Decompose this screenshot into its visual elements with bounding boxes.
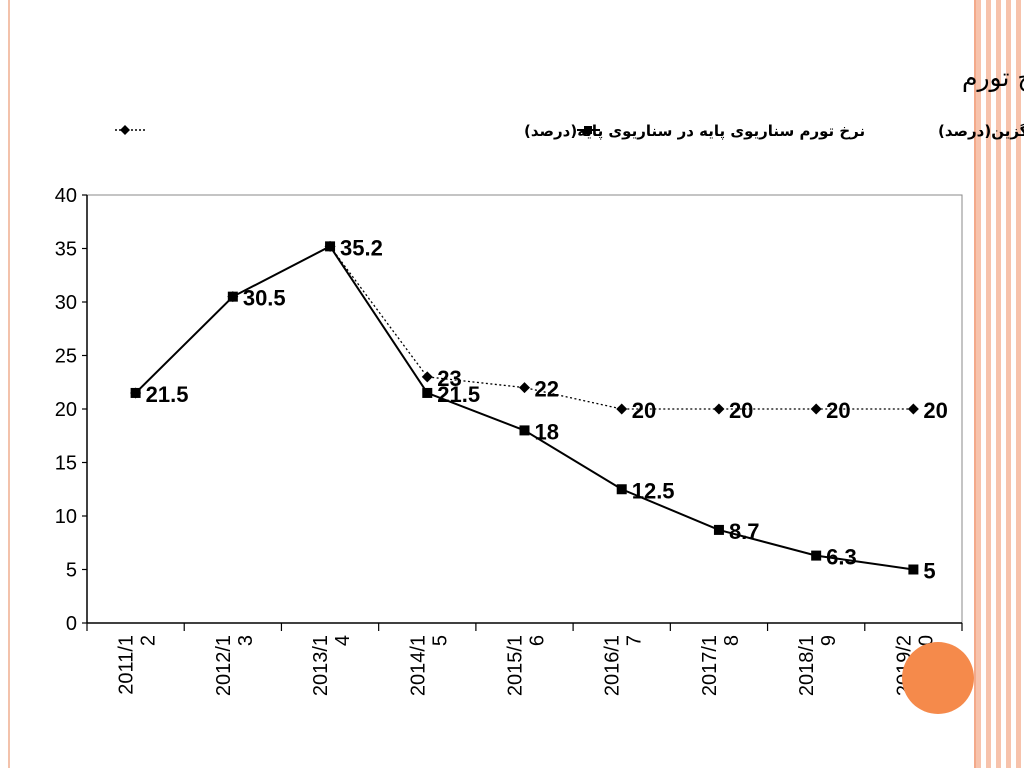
point-diamond: [810, 403, 822, 415]
point-square: [227, 291, 238, 302]
data-label: 23: [437, 366, 461, 391]
data-label: 8.7: [729, 519, 760, 544]
data-label: 21.5: [437, 382, 480, 407]
x-tick-label-line2: 7: [624, 635, 646, 646]
data-label: 20: [632, 398, 656, 423]
y-tick-label: 15: [55, 453, 77, 475]
point-square: [519, 425, 530, 436]
series-group: [130, 240, 919, 575]
point-diamond: [713, 403, 725, 415]
data-label: 12.5: [632, 478, 675, 503]
x-tick-label-line1: 2012/1: [213, 635, 235, 696]
x-tick-label: 2011/1 2: [116, 635, 160, 695]
x-tick-label: 2013/1 4: [310, 635, 354, 696]
data-labels-group: 23 22 20 20 20 20 21.5 30.5 35.2 21.5 18 12.5 8.7 6.3…: [146, 235, 948, 583]
x-tick-label-line2: 8: [721, 635, 743, 646]
left-border-line: [8, 0, 10, 768]
y-tick-label: 10: [55, 506, 77, 528]
y-tick-label: 40: [55, 185, 77, 207]
point-square: [713, 524, 724, 535]
y-tick-label: 25: [55, 346, 77, 368]
point-square: [908, 564, 919, 575]
x-tick-label-line2: 9: [818, 635, 840, 646]
x-axis-ticks: 2011/1 2 2012/1 3 2013/1 4 2014/1 5 2015/1 6 2016/…: [86, 623, 963, 696]
legend-marker-diamond: [120, 125, 130, 135]
x-tick-label: 2015/1 6: [505, 635, 549, 696]
x-tick-label-line1: 2017/1: [699, 635, 721, 696]
x-tick-label: 2018/1 9: [796, 635, 840, 696]
point-diamond: [616, 403, 628, 415]
point-diamond: [421, 371, 433, 383]
x-tick-label-line1: 2013/1: [310, 635, 332, 696]
data-label: 35.2: [340, 235, 383, 260]
legend-label-alternative: نرخ تورم در سناریوی جایگزین(درصد): [938, 122, 1024, 140]
x-tick-label: 2016/1 7: [602, 635, 646, 696]
point-square: [130, 387, 141, 398]
x-tick-label-line1: 2014/1: [407, 635, 429, 696]
y-tick-label: 0: [66, 613, 77, 635]
x-tick-label-line2: 0: [915, 635, 937, 646]
decorative-circle: [902, 642, 974, 714]
x-tick-label-line2: 3: [235, 635, 257, 646]
y-axis-ticks: 0 5 10 15 20 25 30 35 40: [55, 185, 87, 635]
data-label: 22: [535, 377, 559, 402]
y-tick-label: 20: [55, 399, 77, 421]
y-tick-label: 5: [66, 560, 77, 582]
x-tick-label-line1: 2015/1: [505, 635, 527, 696]
point-diamond: [519, 382, 530, 394]
decorative-stripes: [974, 0, 1024, 768]
legend-label-base: نرخ تورم سناریوی پایه در سناریوی پایه(در…: [524, 122, 865, 141]
x-tick-label-line1: 2018/1: [796, 635, 818, 696]
data-label: 6.3: [826, 545, 857, 570]
x-tick-label: 2017/1 8: [699, 635, 743, 696]
point-diamond: [907, 403, 919, 415]
x-tick-label: 2014/1 5: [407, 635, 451, 696]
data-label: 20: [729, 398, 753, 423]
point-square: [422, 387, 433, 398]
x-tick-label-line1: 2011/1: [116, 635, 138, 695]
x-tick-label-line2: 2: [138, 635, 160, 646]
legend-marker-square: [584, 126, 592, 134]
chart-title: آینده میان مدت اقتصاد ایران-نرخ تورم: [962, 62, 1024, 92]
point-square: [616, 484, 627, 495]
x-tick-label-line1: 2016/1: [602, 635, 624, 696]
data-label: 30.5: [243, 286, 286, 311]
x-tick-label-line2: 4: [332, 635, 354, 646]
legend: نرخ تورم در سناریوی جایگزین(درصد) نرخ تو…: [115, 122, 1024, 141]
point-square: [325, 241, 336, 252]
y-tick-label: 35: [55, 239, 77, 261]
x-tick-label-line2: 6: [527, 635, 549, 646]
x-tick-label: 2012/1 3: [213, 635, 257, 696]
x-tick-label-line2: 5: [429, 635, 451, 646]
point-square: [811, 550, 822, 561]
data-label: 20: [826, 398, 850, 423]
data-label: 20: [923, 398, 947, 423]
data-label: 21.5: [146, 382, 189, 407]
data-label: 18: [535, 419, 559, 444]
y-tick-label: 30: [55, 292, 77, 314]
data-label: 5: [923, 559, 935, 584]
